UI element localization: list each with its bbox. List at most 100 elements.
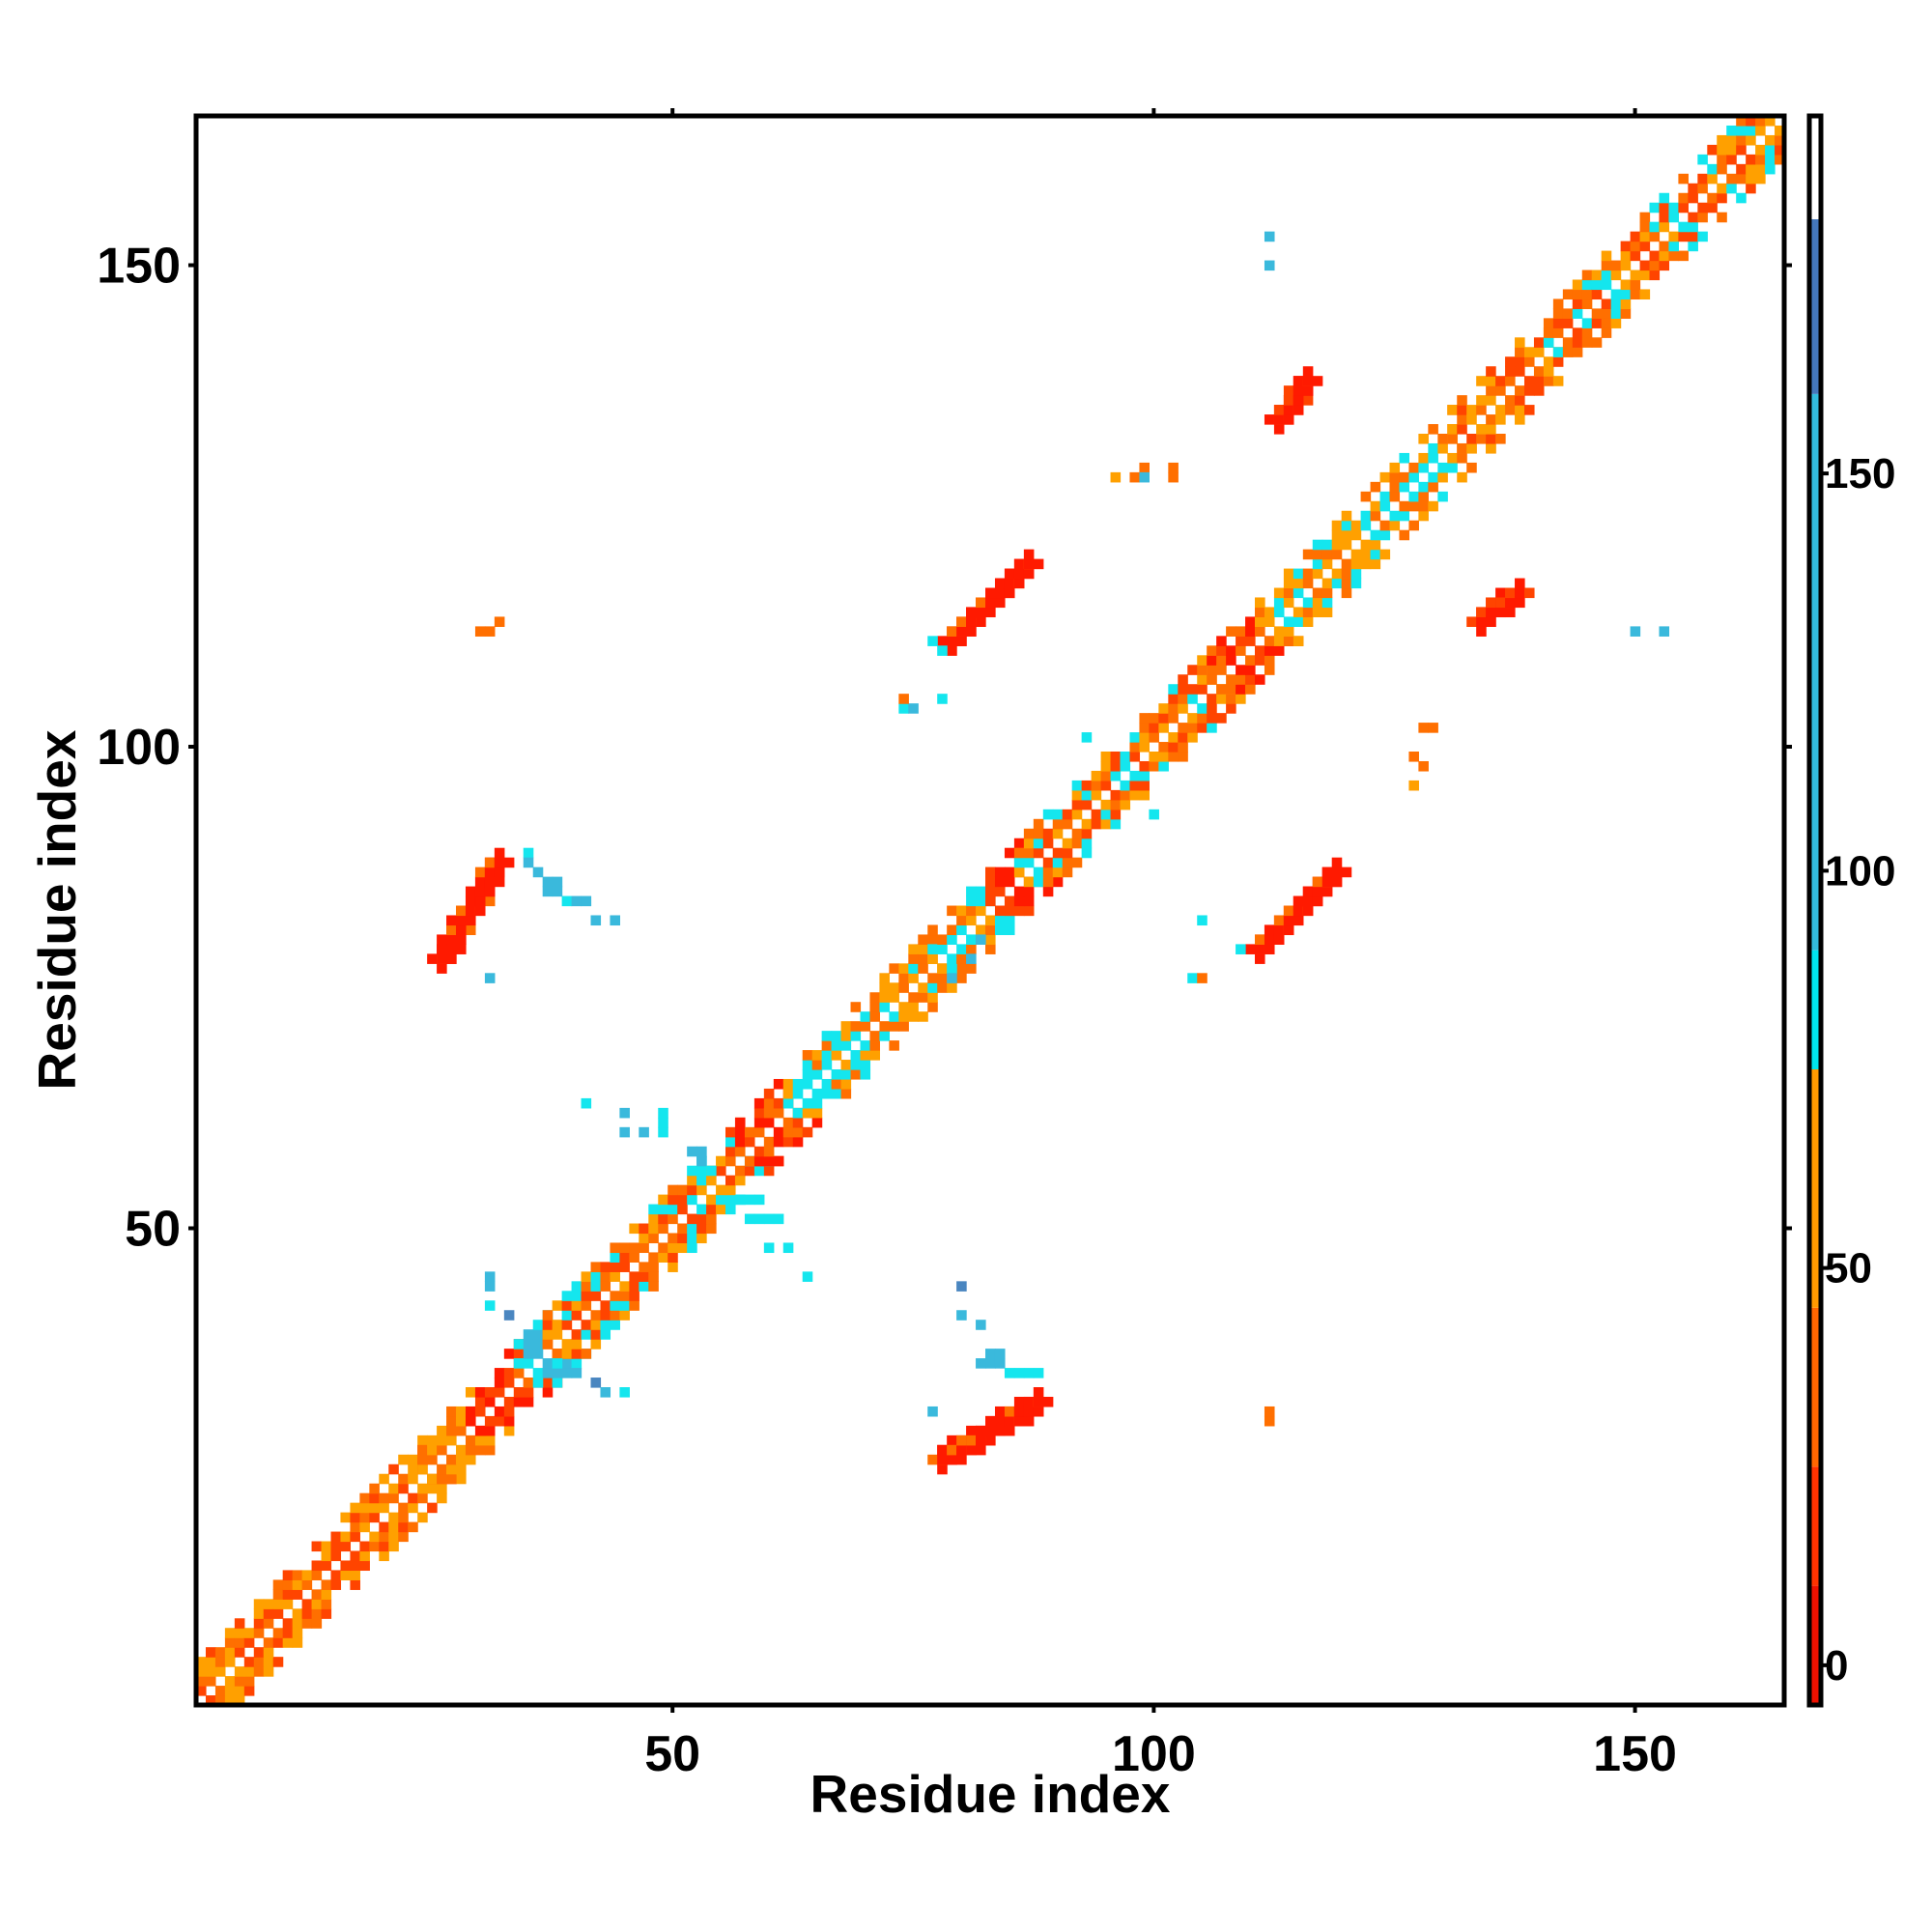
diagonal-cell [474, 1396, 486, 1407]
diagonal-cell [1042, 867, 1054, 878]
diagonal-cell [340, 1512, 352, 1523]
contact-cell [956, 626, 967, 637]
diagonal-cell [1601, 279, 1612, 291]
diagonal-cell [1226, 674, 1236, 685]
diagonal-cell [668, 1213, 678, 1225]
diagonal-cell [725, 1155, 736, 1167]
diagonal-cell [1042, 809, 1054, 820]
diagonal-cell [1543, 366, 1554, 377]
diagonal-cell [1013, 838, 1025, 849]
scatter-cell [619, 1126, 630, 1138]
scatter-cell [552, 876, 563, 888]
diagonal-cell [716, 1155, 726, 1167]
diagonal-cell [1033, 828, 1044, 839]
diagonal-cell [484, 1425, 496, 1436]
contact-cell [976, 1435, 986, 1446]
diagonal-cell [1765, 154, 1776, 165]
diagonal-cell [561, 1291, 573, 1301]
diagonal-cell [532, 1378, 544, 1388]
diagonal-cell [1293, 568, 1304, 580]
diagonal-cell [648, 1262, 659, 1272]
diagonal-cell [1552, 298, 1564, 309]
diagonal-cell [1120, 780, 1131, 791]
scatter-cell [658, 1126, 668, 1138]
diagonal-cell [398, 1483, 409, 1494]
contact-cell [1033, 1396, 1044, 1407]
diagonal-cell [619, 1281, 630, 1292]
diagonal-cell [918, 934, 928, 945]
diagonal-cell [734, 1146, 746, 1157]
diagonal-cell [753, 1155, 765, 1167]
diagonal-cell [1129, 770, 1141, 781]
contact-cell [1302, 376, 1314, 386]
contact-cell [1283, 915, 1294, 926]
contact-cell [1515, 597, 1525, 609]
diagonal-cell [581, 1349, 592, 1359]
diagonal-cell [474, 1387, 486, 1398]
diagonal-cell [590, 1271, 602, 1282]
diagonal-cell [437, 1444, 447, 1456]
colorbar-band [1809, 1585, 1821, 1706]
diagonal-cell [1013, 867, 1025, 878]
diagonal-cell [648, 1204, 659, 1215]
diagonal-cell [330, 1550, 342, 1562]
diagonal-cell [379, 1531, 389, 1543]
diagonal-cell [1476, 434, 1487, 444]
diagonal-cell [889, 963, 899, 974]
diagonal-cell [1591, 270, 1603, 281]
contact-cell [1293, 376, 1304, 386]
scatter-cell [1004, 1368, 1015, 1378]
contact-cell [474, 895, 486, 907]
diagonal-cell [359, 1502, 370, 1514]
diagonal-cell [1004, 915, 1015, 926]
diagonal-cell [369, 1502, 380, 1514]
contact-cell [1013, 1396, 1025, 1407]
diagonal-cell [1360, 491, 1372, 502]
diagonal-cell [1418, 462, 1429, 473]
contact-cell [1476, 616, 1487, 627]
contact-cell [494, 876, 505, 888]
diagonal-cell [1255, 597, 1265, 609]
contact-cell [956, 616, 967, 627]
diagonal-cell [1110, 809, 1122, 820]
diagonal-cell [677, 1194, 688, 1206]
diagonal-cell [1630, 270, 1641, 281]
diagonal-cell [1273, 597, 1285, 609]
diagonal-cell [687, 1213, 697, 1225]
contact-cell [1293, 405, 1304, 415]
diagonal-cell [1639, 260, 1651, 271]
diagonal-cell [1389, 520, 1401, 531]
heatmap-cells [196, 116, 1785, 1706]
scatter-cell [474, 626, 486, 637]
diagonal-cell [214, 1686, 226, 1696]
diagonal-cell [1341, 578, 1352, 589]
scatter-cell [782, 1242, 794, 1254]
diagonal-cell [1273, 587, 1285, 599]
diagonal-cell [1476, 395, 1487, 406]
diagonal-cell [542, 1387, 554, 1398]
diagonal-cell [1428, 481, 1438, 493]
diagonal-cell [388, 1483, 399, 1494]
diagonal-cell [1273, 626, 1285, 637]
contact-cell [956, 1444, 967, 1456]
diagonal-cell [1178, 742, 1188, 753]
diagonal-cell [937, 944, 948, 954]
diagonal-cell [985, 915, 996, 926]
diagonal-cell [388, 1531, 399, 1543]
contact-cell [994, 578, 1006, 589]
diagonal-cell [1515, 414, 1525, 425]
contact-cell [966, 626, 977, 637]
diagonal-cell [1321, 549, 1333, 560]
diagonal-cell [1168, 713, 1179, 724]
diagonal-cell [763, 1107, 775, 1119]
contact-cell [1476, 626, 1487, 637]
diagonal-cell [782, 1088, 794, 1099]
diagonal-cell [1168, 732, 1179, 743]
diagonal-cell [1649, 270, 1661, 281]
diagonal-cell [1052, 847, 1064, 859]
diagonal-cell [1197, 703, 1208, 714]
diagonal-cell [1370, 529, 1381, 541]
contact-cell [994, 1406, 1006, 1417]
diagonal-cell [763, 1165, 775, 1177]
diagonal-cell [292, 1570, 303, 1580]
